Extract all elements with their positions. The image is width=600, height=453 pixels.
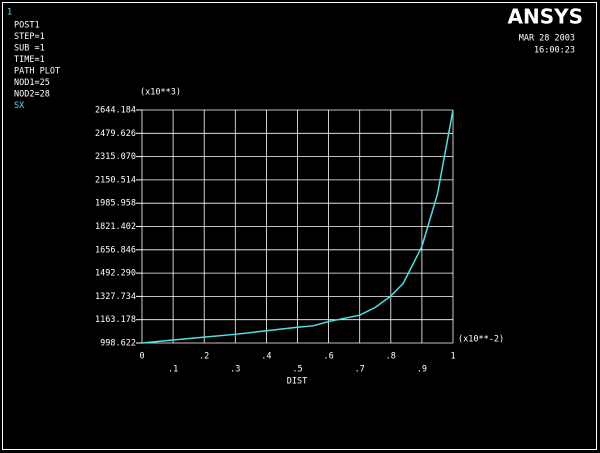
x-tick-label: 1 [450,352,455,362]
y-tick-label: 1163.178 [95,315,136,325]
x-tick-label: .7 [355,365,365,375]
y-tick-label: 1821.402 [95,222,136,232]
info-line: PATH PLOT [14,67,60,77]
y-tick-label: 2479.626 [95,129,136,139]
info-line: POST1 [14,21,40,31]
info-line: NOD2=28 [14,90,50,100]
y-tick-label: 2644.184 [95,106,136,116]
info-line: SUB =1 [14,44,45,54]
x-tick-label: .9 [417,365,427,375]
y-tick-label: 1327.734 [95,292,136,302]
x-tick-label: .4 [261,352,271,362]
x-multiplier: (x10**-2) [458,335,504,345]
data-line [141,109,454,344]
info-line: STEP=1 [14,32,45,42]
y-tick-label: 1656.846 [95,245,136,255]
info-line: TIME=1 [14,55,45,65]
y-tick-label: 998.622 [100,339,136,349]
x-tick-label: .2 [199,352,209,362]
y-multiplier: (x10**3) [140,88,181,98]
y-tick-label: 1985.958 [95,199,136,209]
x-tick-label: .5 [292,365,302,375]
x-tick-label: .3 [230,365,240,375]
logo: ANSYS [507,5,583,29]
date: MAR 28 2003 [519,34,575,44]
info-line: NOD1=25 [14,78,50,88]
x-tick-label: .6 [323,352,333,362]
x-axis-label: DIST [287,377,307,387]
window-number: 1 [7,8,12,18]
y-tick-label: 2150.514 [95,175,136,185]
legend-entry: SX [14,101,25,111]
y-tick-label: 1492.290 [95,269,136,279]
x-tick-label: .1 [168,365,178,375]
time: 16:00:23 [534,46,575,56]
x-tick-label: 0 [139,352,144,362]
y-tick-label: 2315.070 [95,152,136,162]
x-tick-label: .8 [386,352,396,362]
